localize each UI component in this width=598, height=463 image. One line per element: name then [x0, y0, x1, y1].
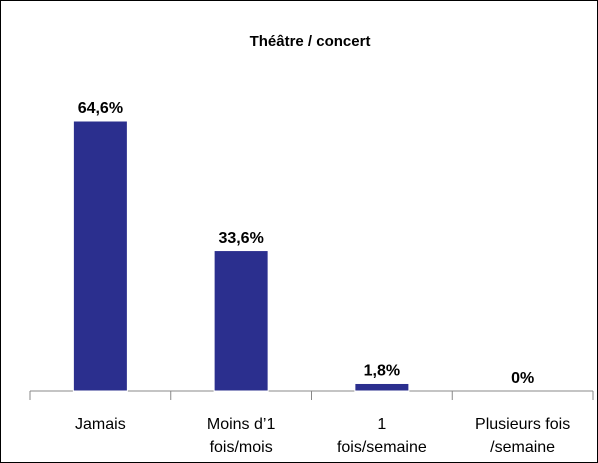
- x-tick-label: fois/mois: [210, 439, 273, 456]
- x-tick-label: Moins d’1: [207, 416, 276, 433]
- chart-title: Théâtre / concert: [250, 33, 371, 50]
- value-label: 64,6%: [78, 100, 123, 117]
- x-tick-label: /semaine: [490, 439, 555, 456]
- x-tick-label: Plusieurs fois: [475, 416, 570, 433]
- bar: [354, 382, 410, 392]
- x-tick-label: fois/semaine: [337, 439, 427, 456]
- x-tick-label: Jamais: [75, 416, 126, 433]
- value-label: 0%: [511, 370, 534, 387]
- bar: [213, 250, 269, 392]
- value-label: 33,6%: [218, 230, 263, 247]
- x-tick-label: 1: [377, 416, 386, 433]
- bar: [72, 120, 128, 392]
- value-label: 1,8%: [364, 363, 400, 380]
